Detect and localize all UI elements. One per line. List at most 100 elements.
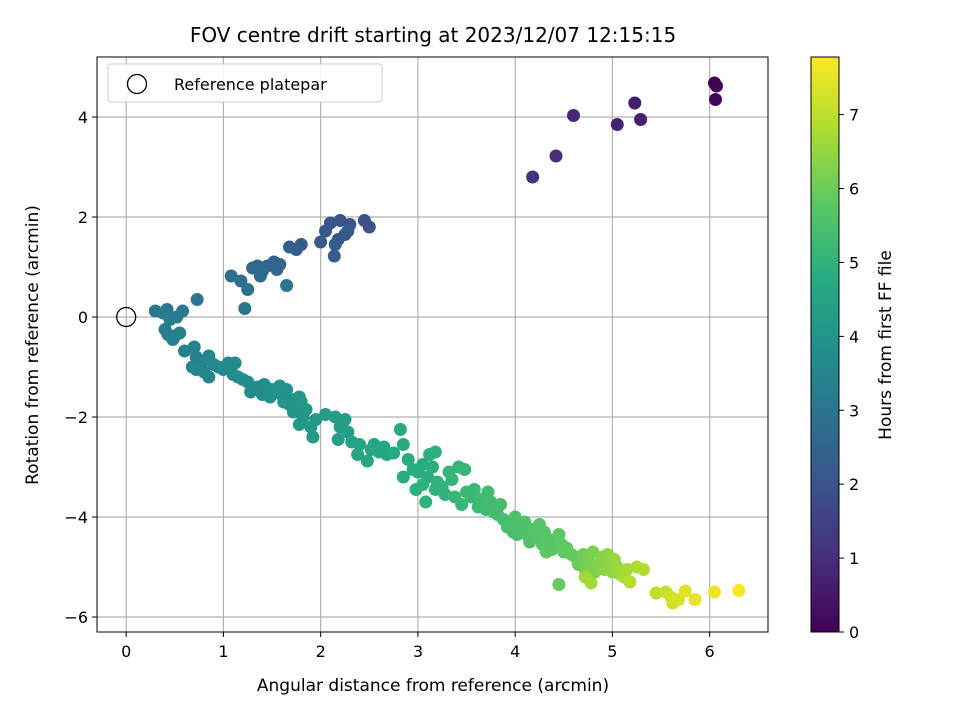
y-tick-label: −6 (64, 608, 88, 627)
data-point (270, 263, 284, 276)
axes: 0 1 2 3 4 5 6 −6 −4 −2 0 2 4 (64, 56, 769, 661)
data-point (508, 510, 522, 524)
data-point (331, 433, 345, 446)
data-point (292, 418, 306, 431)
colorbar-tick-label: 5 (849, 253, 859, 272)
data-point (416, 458, 430, 471)
data-point (416, 478, 430, 491)
data-point (586, 545, 600, 559)
data-point (351, 448, 365, 461)
data-point (401, 453, 415, 466)
data-point (341, 425, 355, 439)
data-point (362, 220, 376, 234)
data-point (241, 375, 255, 389)
colorbar-tick-label: 6 (849, 180, 859, 199)
data-point (539, 545, 553, 559)
data-point (637, 563, 651, 576)
data-point (584, 576, 598, 590)
data-point (328, 410, 342, 424)
data-point (202, 370, 216, 384)
data-point (623, 575, 637, 589)
x-axis-label: Angular distance from reference (arcmin) (257, 676, 609, 696)
data-point (426, 460, 439, 474)
data-point (419, 495, 433, 509)
data-point (620, 563, 634, 576)
data-point (526, 170, 540, 184)
legend: Reference platepar (107, 63, 383, 103)
chart-title: FOV centre drift starting at 2023/12/07 … (190, 23, 676, 47)
data-point (341, 224, 355, 238)
data-point (253, 269, 267, 283)
data-point (549, 149, 563, 163)
data-point (709, 79, 723, 93)
data-point (634, 113, 648, 126)
data-point (241, 283, 255, 296)
data-point (708, 585, 722, 599)
data-point (708, 93, 722, 106)
data-point (396, 470, 410, 484)
data-point (649, 586, 663, 600)
plot-frame (96, 56, 769, 633)
colorbar-tick-label: 1 (849, 549, 859, 568)
data-point (396, 438, 410, 451)
data-point (628, 96, 642, 110)
data-point (393, 423, 407, 436)
y-axis-label: Rotation from reference (arcmin) (23, 205, 43, 485)
reference-platepar-marker (116, 306, 137, 328)
colorbar-tick-label: 2 (849, 475, 859, 494)
data-point (238, 302, 252, 315)
data-point (163, 313, 177, 326)
y-tick-label: −4 (64, 508, 88, 527)
colorbar-gradient (810, 56, 840, 633)
data-point (319, 224, 333, 238)
colorbar-ticks: 0 1 2 3 4 5 6 7 (839, 106, 859, 642)
data-point (481, 485, 495, 499)
data-point (306, 430, 320, 444)
y-tick-label: 0 (78, 308, 88, 327)
data-point (458, 463, 472, 476)
data-point (353, 438, 367, 451)
x-tick-label: 5 (607, 642, 617, 661)
data-point (338, 413, 352, 426)
data-point (455, 498, 469, 511)
data-point (187, 340, 201, 354)
colorbar-tick-label: 0 (849, 623, 859, 642)
colorbar-tick-label: 4 (849, 327, 859, 346)
legend-label-reference: Reference platepar (174, 75, 327, 94)
data-point (552, 578, 566, 591)
x-tick-label: 4 (510, 642, 520, 661)
colorbar-label: Hours from first FF file (876, 250, 896, 440)
data-point (228, 356, 242, 370)
data-point (328, 238, 342, 251)
data-point (484, 495, 498, 509)
data-point (309, 413, 323, 426)
data-point (494, 498, 508, 511)
x-tick-label: 3 (413, 642, 423, 661)
data-point (333, 214, 347, 227)
data-point (216, 363, 230, 376)
data-point (319, 408, 333, 421)
data-point (166, 333, 180, 346)
x-tick-label: 6 (705, 642, 715, 661)
y-tick-label: 4 (78, 108, 88, 127)
data-point (327, 249, 341, 263)
data-point (280, 383, 294, 396)
data-point (280, 279, 294, 292)
data-points (148, 76, 746, 610)
data-point (190, 293, 204, 306)
data-point (224, 269, 238, 283)
data-point (314, 235, 328, 249)
data-point (428, 445, 442, 459)
data-point (688, 593, 702, 606)
data-point (610, 118, 624, 131)
data-point (552, 528, 566, 541)
data-point (360, 454, 374, 468)
data-point (283, 240, 297, 254)
colorbar-tick-label: 7 (849, 106, 859, 125)
data-point (678, 584, 692, 598)
x-tick-label: 0 (121, 642, 131, 661)
x-tick-label: 2 (316, 642, 326, 661)
colorbar-tick-label: 3 (849, 401, 859, 420)
y-tick-label: −2 (64, 408, 88, 427)
